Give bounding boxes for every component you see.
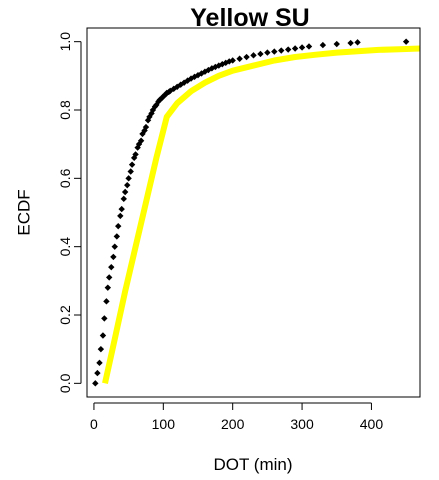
x-axis-label: DOT (min)	[213, 455, 292, 474]
ecdf-point	[219, 61, 226, 68]
ecdf-point	[137, 137, 145, 144]
ecdf-point	[135, 140, 143, 148]
ecdf-point	[205, 66, 212, 74]
ecdf-point	[208, 65, 216, 72]
y-tick-label: 0.2	[57, 305, 73, 325]
x-tick-label: 0	[90, 416, 98, 432]
plot-area	[102, 45, 420, 384]
ecdf-point	[305, 43, 313, 50]
ecdf-point	[96, 359, 103, 367]
ecdf-point	[257, 50, 264, 58]
ecdf-point	[243, 53, 250, 61]
x-tick-label: 100	[152, 416, 176, 432]
ecdf-point	[187, 75, 195, 82]
ecdf-point	[250, 52, 257, 59]
ecdf-point	[173, 83, 181, 90]
y-axis: 0.0 0.2 0.4 0.6 0.8 1.0	[57, 32, 82, 393]
plot-box	[86, 27, 421, 398]
ecdf-points	[92, 38, 410, 387]
ecdf-point	[103, 298, 110, 305]
ecdf-point	[92, 380, 99, 387]
ecdf-point	[191, 73, 198, 81]
ecdf-point	[99, 332, 107, 339]
ecdf-point	[125, 175, 132, 182]
ecdf-point	[117, 212, 124, 220]
ecdf-point	[115, 222, 122, 230]
ecdf-point	[226, 58, 233, 65]
x-axis: 0 100 200 300 400	[90, 402, 384, 432]
ecdf-point	[120, 195, 127, 203]
ecdf-point	[402, 38, 410, 45]
x-tick-label: 300	[290, 416, 314, 432]
ecdf-point	[177, 81, 184, 88]
y-axis-label: ECDF	[15, 189, 34, 235]
ecdf-point	[333, 40, 340, 48]
ecdf-point	[97, 345, 105, 353]
ecdf-point	[113, 233, 121, 240]
ecdf-point	[215, 62, 223, 69]
ecdf-point	[156, 96, 164, 103]
ecdf-point	[291, 45, 299, 52]
ecdf-point	[110, 253, 117, 261]
ecdf-point	[201, 68, 209, 75]
y-tick-label: 0.6	[57, 168, 73, 188]
ecdf-point	[264, 49, 271, 56]
ecdf-point	[229, 57, 236, 64]
ecdf-point	[278, 47, 285, 54]
ecdf-point	[146, 113, 153, 121]
ecdf-point	[139, 130, 146, 138]
ecdf-point	[167, 87, 174, 95]
ecdf-point	[160, 93, 167, 100]
ecdf-point	[194, 71, 202, 79]
ecdf-point	[153, 101, 160, 109]
ecdf-point	[319, 41, 327, 49]
ecdf-point	[127, 168, 134, 175]
model-cdf-line	[102, 45, 420, 384]
ecdf-point	[132, 151, 139, 158]
ecdf-point	[180, 79, 188, 86]
y-tick-label: 0.4	[57, 237, 73, 257]
ecdf-point	[108, 263, 115, 271]
ecdf-point	[170, 85, 177, 93]
y-tick-label: 0.8	[57, 100, 73, 120]
x-tick-label: 200	[221, 416, 245, 432]
ecdf-point	[111, 243, 118, 250]
ecdf-point	[121, 188, 129, 196]
y-tick-label: 0.0	[57, 373, 73, 393]
ecdf-point	[284, 46, 292, 53]
ecdf-point	[124, 181, 131, 189]
ecdf-point	[298, 44, 306, 51]
ecdf-point	[118, 205, 125, 213]
ecdf-point	[347, 39, 354, 47]
y-tick-label: 1.0	[57, 32, 73, 52]
ecdf-point	[149, 106, 157, 114]
ecdf-point	[236, 55, 243, 62]
ecdf-point	[142, 123, 150, 131]
ecdf-point	[106, 274, 113, 281]
chart-title: Yellow SU	[190, 4, 309, 32]
x-tick-label: 400	[360, 416, 384, 432]
ecdf-point	[101, 315, 108, 322]
ecdf-point	[198, 70, 205, 77]
ecdf-point	[212, 63, 219, 71]
ecdf-point	[222, 59, 229, 67]
ecdf-point	[94, 369, 101, 377]
ecdf-point	[354, 39, 361, 46]
ecdf-point	[184, 77, 191, 84]
ecdf-point	[128, 161, 136, 168]
ecdf-point	[271, 48, 278, 55]
ecdf-point	[104, 284, 112, 291]
